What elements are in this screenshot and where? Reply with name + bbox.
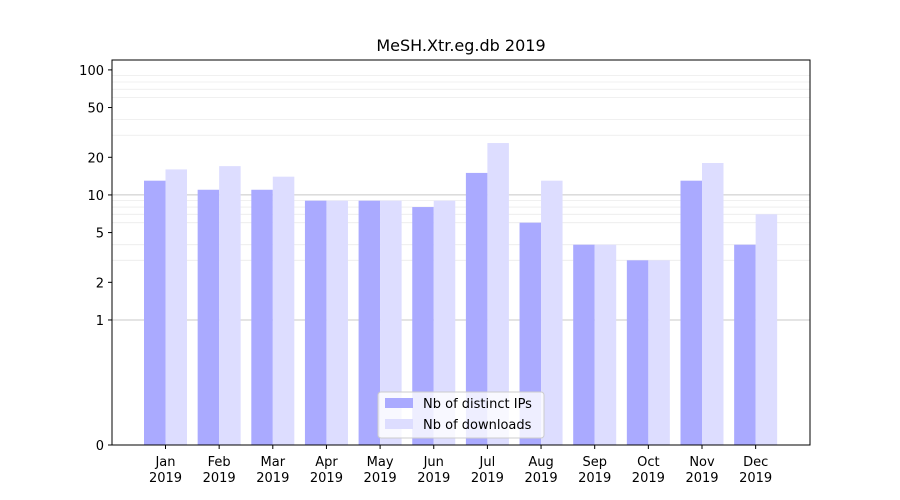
bar-distinct-ips-dec	[734, 244, 756, 445]
x-tick-label-year: 2019	[256, 471, 289, 486]
y-tick-label: 100	[79, 64, 104, 79]
legend-label-downloads: Nb of downloads	[423, 418, 532, 433]
legend-box	[377, 391, 545, 439]
x-tick-label-month: Aug	[528, 455, 553, 470]
bar-downloads-aug	[541, 180, 563, 445]
bars	[144, 143, 778, 445]
bar-downloads-apr	[326, 200, 348, 445]
bar-distinct-ips-jul	[465, 172, 488, 445]
bar-distinct-ips-jan	[144, 180, 166, 445]
bar-downloads-nov	[702, 163, 724, 445]
bar-distinct-ips-feb	[197, 189, 220, 445]
plot-frame	[111, 59, 811, 446]
x-tick-label-month: Nov	[689, 455, 715, 470]
x-tick-label-month: May	[367, 455, 394, 470]
legend-label-distinct-ips: Nb of distinct IPs	[423, 397, 532, 412]
bar-downloads-dec	[755, 214, 778, 445]
y-tick-label: 5	[96, 227, 104, 242]
bar-distinct-ips-sep	[573, 244, 595, 445]
bar-downloads-feb	[219, 166, 241, 445]
x-tick-label-year: 2019	[364, 471, 397, 486]
x-tick-label-month: Jun	[423, 455, 444, 470]
bar-downloads-sep	[594, 244, 617, 445]
x-tick-label-year: 2019	[632, 471, 665, 486]
x-tick-label-month: Oct	[637, 455, 659, 470]
chart-title: MeSH.Xtr.eg.db 2019	[376, 36, 545, 55]
y-tick-label: 10	[87, 189, 104, 204]
x-tick-label-year: 2019	[310, 471, 343, 486]
legend-swatch-downloads	[385, 419, 413, 429]
bar-downloads-jan	[165, 169, 187, 445]
x-tick-label-year: 2019	[417, 471, 450, 486]
bar-downloads-may	[380, 200, 402, 445]
x-tick-label-year: 2019	[739, 471, 772, 486]
x-tick-label-month: Mar	[261, 455, 286, 470]
bar-downloads-jul	[487, 143, 509, 445]
bar-downloads-oct	[648, 260, 670, 445]
bar-downloads-jun	[433, 200, 456, 445]
x-axis: Jan2019Feb2019Mar2019Apr2019May2019Jun20…	[149, 445, 772, 486]
x-tick-label-year: 2019	[471, 471, 504, 486]
x-tick-label-year: 2019	[525, 471, 558, 486]
x-tick-label-month: Apr	[315, 455, 338, 470]
y-tick-label: 20	[87, 151, 104, 166]
bar-downloads-mar	[272, 176, 295, 445]
bar-distinct-ips-oct	[626, 260, 649, 445]
y-tick-label: 50	[87, 102, 104, 117]
x-tick-label-month: Sep	[582, 455, 607, 470]
bar-distinct-ips-may	[358, 200, 381, 445]
x-tick-label-month: Jan	[154, 455, 175, 470]
legend-swatch-distinct-ips	[385, 398, 413, 408]
x-tick-label-year: 2019	[685, 471, 718, 486]
y-axis: 0 1 2 5 10 20 50 100	[79, 64, 112, 454]
x-tick-label-year: 2019	[203, 471, 236, 486]
x-tick-label-year: 2019	[578, 471, 611, 486]
x-tick-label-month: Feb	[208, 455, 231, 470]
legend: Nb of distinct IPs Nb of downloads	[377, 391, 545, 439]
bar-distinct-ips-jun	[412, 207, 434, 445]
bar-distinct-ips-mar	[251, 189, 273, 445]
x-tick-label-month: Jul	[479, 455, 496, 470]
y-tick-label: 1	[96, 314, 104, 329]
bar-distinct-ips-nov	[680, 180, 702, 445]
x-tick-label-month: Dec	[743, 455, 768, 470]
bar-distinct-ips-aug	[519, 222, 542, 445]
y-tick-label: 0	[96, 439, 104, 454]
y-tick-label: 2	[96, 276, 104, 291]
bar-distinct-ips-apr	[304, 200, 327, 445]
x-tick-label-year: 2019	[149, 471, 182, 486]
